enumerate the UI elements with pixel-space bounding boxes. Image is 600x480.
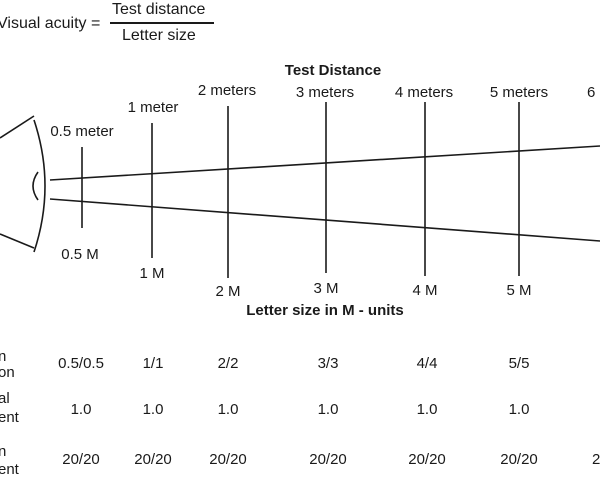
decimal-cell: 1.0 xyxy=(416,401,438,418)
letter-size-heading: Letter size in M - units xyxy=(246,302,404,319)
eye-upper-lid xyxy=(0,115,35,139)
m-unit-label: 4 M xyxy=(412,282,438,299)
m-unit-label: 2 M xyxy=(215,283,241,300)
snellen-cell: 20/20 xyxy=(62,451,100,468)
test-distance-heading: Test Distance xyxy=(284,62,382,79)
fraction-cell: 3/3 xyxy=(317,355,339,372)
m-unit-label: 5 M xyxy=(506,282,532,299)
row-label-line: on xyxy=(0,364,15,381)
row-label-line: al xyxy=(0,390,10,407)
snellen-cell: 20/20 xyxy=(408,451,446,468)
cone-lower-line xyxy=(49,198,600,242)
m-unit-label: 3 M xyxy=(313,280,339,297)
snellen-cell: 20/20 xyxy=(309,451,347,468)
m-unit-label: 0.5 M xyxy=(61,246,99,263)
fraction-cell: 2/2 xyxy=(217,355,239,372)
m-unit-label: 1 M xyxy=(139,265,165,282)
formula-denominator: Letter size xyxy=(122,27,196,44)
fraction-cell: 0.5/0.5 xyxy=(58,355,104,372)
eye-lower-lid xyxy=(0,233,35,249)
cone-upper-line xyxy=(49,145,600,181)
fraction-cell: 5/5 xyxy=(508,355,530,372)
snellen-cell: 20/20 xyxy=(209,451,247,468)
distance-label: 2 meters xyxy=(197,82,257,99)
row-label-line: n xyxy=(0,348,7,365)
decimal-cell: 1.0 xyxy=(317,401,339,418)
formula-lhs: Visual acuity = xyxy=(0,15,101,32)
fraction-cell: 4/4 xyxy=(416,355,438,372)
distance-label: 0.5 meter xyxy=(50,123,114,140)
distance-label: 5 meters xyxy=(489,84,549,101)
decimal-cell: 1.0 xyxy=(508,401,530,418)
decimal-cell: 1.0 xyxy=(142,401,164,418)
fraction-bar xyxy=(110,22,214,24)
distance-label: 3 meters xyxy=(295,84,355,101)
formula-numerator: Test distance xyxy=(112,1,206,18)
distance-label: 1 meter xyxy=(127,99,179,116)
row-label-line: ent xyxy=(0,461,19,478)
snellen-cell: 20/20 xyxy=(134,451,172,468)
decimal-cell: 1.0 xyxy=(70,401,92,418)
row-label-line: ent xyxy=(0,409,19,426)
eye-lens xyxy=(32,171,39,201)
snellen-cell: 20/20 xyxy=(500,451,538,468)
decimal-cell: 1.0 xyxy=(217,401,239,418)
fraction-cell: 1/1 xyxy=(142,355,164,372)
row-label-line: n xyxy=(0,443,7,460)
eye-icon xyxy=(33,119,46,253)
distance-label: 4 meters xyxy=(394,84,454,101)
snellen-cell: 2 xyxy=(592,451,600,468)
distance-label: 6 xyxy=(587,84,596,101)
